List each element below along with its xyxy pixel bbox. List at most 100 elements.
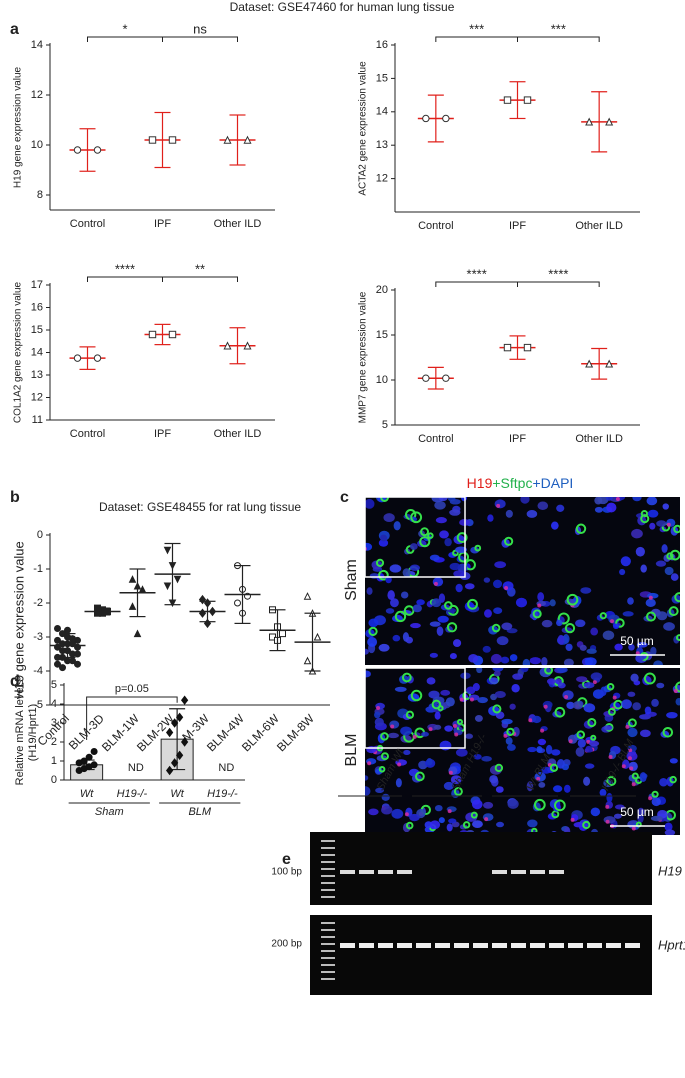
significance: **** — [548, 266, 568, 281]
y-tick-label: 20 — [376, 284, 388, 296]
nucleus — [431, 598, 442, 608]
panel-label: e — [282, 851, 291, 868]
nucleus — [557, 634, 565, 645]
nucleus — [473, 753, 482, 760]
point — [442, 374, 450, 382]
band — [359, 943, 374, 948]
nucleus — [449, 498, 461, 505]
sftpc — [410, 511, 423, 524]
sftpc — [554, 799, 566, 812]
sftpc — [615, 618, 625, 628]
nucleus — [556, 759, 565, 769]
nucleus — [556, 668, 568, 673]
nucleus — [619, 568, 626, 576]
ladder-band — [321, 854, 335, 856]
point — [54, 636, 61, 644]
nucleus — [664, 566, 674, 576]
y-tick-label: 3 — [51, 717, 57, 729]
nucleus — [501, 718, 513, 725]
h19 — [503, 733, 508, 738]
sftpc — [582, 820, 591, 830]
point — [243, 341, 252, 350]
x-tick-label: BLM-6W — [239, 711, 282, 754]
nucleus — [538, 782, 546, 788]
h19 — [631, 782, 636, 787]
point — [90, 761, 98, 769]
nucleus — [436, 626, 444, 636]
nucleus — [583, 776, 591, 786]
nucleus — [403, 749, 411, 756]
h19 — [592, 680, 597, 685]
y-tick-label: 12 — [376, 173, 388, 185]
point — [163, 546, 172, 555]
nucleus — [613, 813, 622, 819]
nucleus — [599, 788, 607, 797]
nucleus — [429, 652, 438, 658]
nucleus — [450, 775, 462, 785]
nucleus — [366, 746, 377, 754]
sftpc — [544, 668, 554, 675]
sftpc — [405, 710, 415, 719]
nucleus — [640, 564, 647, 573]
point — [93, 354, 102, 362]
nucleus — [490, 653, 502, 664]
nucleus — [662, 503, 669, 510]
x-tick-label: Wt — [170, 788, 184, 800]
h19 — [367, 761, 372, 766]
nucleus — [409, 543, 418, 550]
point — [303, 592, 312, 600]
nucleus — [563, 784, 571, 793]
sftpc — [446, 622, 458, 633]
point — [69, 635, 76, 643]
h19 — [433, 581, 438, 586]
point — [422, 374, 430, 382]
nucleus — [449, 509, 461, 516]
band — [549, 943, 564, 948]
nucleus — [650, 646, 657, 656]
y-tick-label: 1 — [51, 755, 57, 767]
point — [168, 136, 177, 144]
band — [549, 870, 564, 874]
nucleus — [664, 822, 673, 832]
nucleus — [605, 497, 613, 501]
nucleus — [663, 622, 675, 631]
x-tick-label: Control — [418, 220, 453, 232]
x-tick-label: Control — [70, 218, 105, 230]
nucleus — [449, 562, 461, 571]
nucleus — [365, 648, 369, 655]
h19 — [540, 728, 545, 733]
panel-label: d — [10, 673, 20, 690]
nucleus — [511, 684, 520, 693]
band — [492, 943, 507, 948]
y-axis-label: Relative mRNA levels — [14, 679, 26, 785]
h19 — [543, 704, 548, 709]
nucleus — [645, 598, 656, 607]
point — [73, 354, 82, 362]
point — [223, 135, 232, 144]
nucleus — [393, 521, 401, 531]
point — [303, 656, 312, 665]
stain: +Sftpc — [492, 475, 532, 491]
nucleus — [576, 676, 588, 683]
nucleus — [452, 639, 462, 647]
h19 — [536, 776, 541, 781]
ladder-band — [321, 861, 335, 863]
h19 — [610, 619, 615, 624]
sftpc — [504, 536, 514, 546]
nucleus — [572, 701, 584, 710]
band — [378, 943, 393, 948]
nucleus — [537, 738, 547, 746]
nucleus — [520, 668, 529, 673]
nucleus — [614, 643, 623, 651]
nucleus — [489, 775, 498, 784]
nucleus — [366, 587, 373, 595]
sftpc — [557, 612, 570, 625]
gel-image — [310, 832, 652, 905]
point — [73, 146, 82, 154]
nucleus — [613, 623, 620, 630]
y-axis-label: H19 gene expression value — [11, 541, 26, 699]
nucleus — [434, 711, 441, 720]
nucleus — [426, 677, 436, 685]
sftpc — [378, 765, 386, 773]
nucleus — [586, 648, 597, 654]
